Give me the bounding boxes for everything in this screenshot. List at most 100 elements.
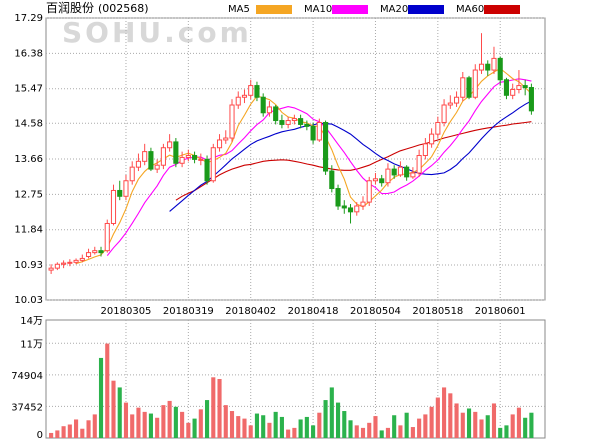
candle-body	[135, 160, 142, 168]
candlestick	[385, 163, 391, 187]
volume-y-axis: 14万 11万 74904 37452 0	[11, 316, 43, 440]
candlestick	[360, 196, 366, 210]
volume-bar	[373, 416, 378, 438]
price-y-tick-label: 14.58	[14, 118, 43, 129]
candlestick	[329, 165, 335, 193]
candle-body	[160, 147, 166, 166]
price-y-tick-label: 16.38	[14, 48, 43, 59]
volume-bar	[123, 402, 129, 438]
candlestick	[117, 180, 123, 201]
volume-bar	[298, 419, 303, 438]
date-tick-label: 20180319	[163, 306, 214, 317]
candle-body	[503, 79, 510, 96]
candle-body	[142, 151, 148, 162]
volume-y-tick-label: 11万	[20, 339, 43, 350]
legend-swatch-ma5	[256, 5, 292, 14]
price-y-tick-label: 12.75	[14, 189, 43, 200]
volume-bar	[130, 414, 135, 438]
volume-gridlines	[46, 320, 545, 438]
candlestick	[254, 81, 260, 102]
candlestick	[248, 79, 254, 100]
price-y-tick-label: 17.29	[14, 13, 43, 24]
sohu-watermark: SOHU.com	[62, 16, 252, 49]
candlestick	[235, 91, 241, 109]
volume-bar	[267, 422, 272, 438]
candlestick	[229, 99, 235, 142]
candlestick	[129, 161, 135, 185]
legend-label-ma60: MA60	[456, 4, 484, 15]
volume-bar	[180, 411, 185, 438]
ma60-line	[175, 121, 532, 201]
volume-bar	[204, 400, 210, 438]
candlestick	[310, 122, 316, 144]
candlestick	[422, 138, 428, 160]
candlestick	[323, 120, 329, 175]
volume-bar	[392, 415, 397, 438]
volume-bar	[510, 414, 515, 438]
candle-body	[204, 158, 210, 182]
volume-bar	[286, 429, 291, 438]
candle-body	[372, 178, 379, 182]
candlestick	[85, 248, 92, 259]
volume-bar	[379, 430, 384, 438]
candlestick	[372, 172, 379, 185]
date-tick-label: 20180418	[288, 306, 339, 317]
volume-bar	[473, 411, 478, 438]
volume-bar	[167, 400, 172, 438]
candlestick	[167, 134, 173, 152]
candle-body	[354, 205, 360, 213]
candle-body	[123, 180, 129, 197]
volume-bar	[92, 414, 97, 438]
candlestick	[410, 167, 416, 179]
volume-y-tick-label: 74904	[11, 371, 43, 382]
candlestick	[472, 64, 478, 100]
volume-bar	[311, 425, 316, 438]
candlestick	[528, 83, 534, 115]
candle-body	[129, 166, 135, 182]
volume-bar	[74, 419, 79, 438]
candle-body	[173, 141, 179, 164]
volume-bar	[86, 420, 91, 438]
candlestick	[79, 254, 85, 263]
volume-bar	[479, 419, 484, 438]
volume-bar	[136, 407, 141, 438]
volume-bar	[155, 417, 160, 438]
volume-bar	[236, 416, 241, 438]
candle-body	[248, 85, 254, 96]
candle-body	[79, 257, 85, 261]
candle-body	[429, 133, 435, 145]
candle-body	[341, 205, 347, 209]
candle-body	[360, 201, 366, 207]
candle-body	[260, 96, 266, 114]
candle-body	[478, 63, 485, 71]
volume-bar	[261, 415, 266, 438]
candlestick	[92, 246, 98, 255]
candlestick	[441, 99, 447, 127]
volume-bar	[342, 411, 347, 438]
volume-bar	[385, 427, 391, 438]
candlestick	[98, 246, 104, 257]
candlestick	[404, 165, 410, 181]
candlestick	[123, 174, 129, 201]
date-x-axis: 20180305 20180319 20180402 20180418 20180504…	[101, 306, 526, 317]
candle-body	[385, 168, 391, 184]
candlestick	[160, 143, 166, 170]
candle-body	[347, 207, 354, 213]
candle-body	[397, 166, 403, 176]
candle-body	[167, 141, 173, 149]
candle-body	[192, 155, 198, 160]
candlestick	[347, 204, 354, 224]
candle-body	[254, 85, 260, 98]
candlestick	[522, 79, 528, 96]
candlestick	[142, 143, 148, 166]
stock-code: (002568)	[98, 2, 149, 15]
candle-body	[298, 118, 304, 125]
candle-body	[98, 250, 104, 254]
candlestick	[154, 159, 160, 173]
legend-label-ma5: MA5	[228, 4, 250, 15]
volume-bar	[80, 428, 85, 438]
volume-bar	[55, 430, 60, 438]
candle-body	[441, 104, 447, 123]
candlestick	[61, 260, 67, 269]
volume-bar	[410, 427, 415, 438]
